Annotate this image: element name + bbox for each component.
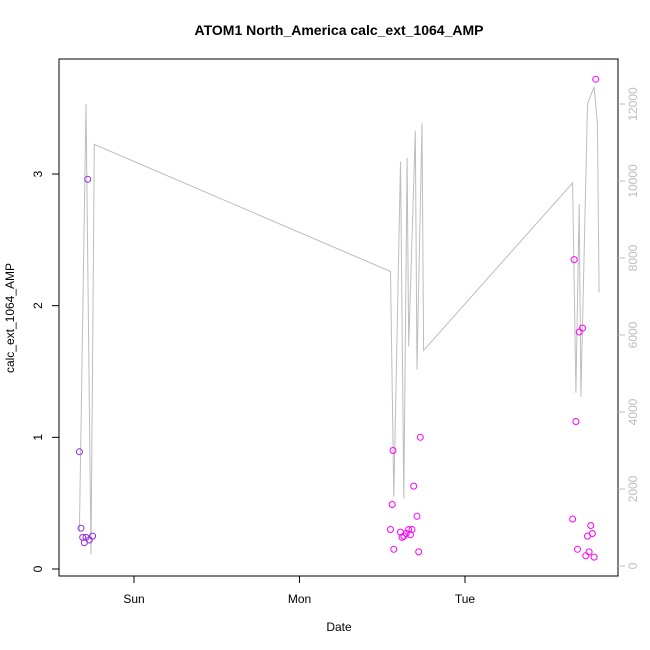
y-tick-label: 1 — [31, 434, 45, 441]
y-axis-left: 0 1 2 3 — [31, 170, 59, 572]
x-axis: Sun Mon Tue — [123, 576, 475, 606]
y-right-tick-label: 8000 — [626, 244, 640, 271]
scatter-point — [569, 515, 577, 523]
y-right-tick-label: 12000 — [626, 87, 640, 121]
y-tick-label: 3 — [31, 170, 45, 177]
y-tick-label: 2 — [31, 302, 45, 309]
scatter-point — [75, 448, 83, 456]
y-right-tick-label: 0 — [626, 562, 640, 569]
scatter-point — [572, 418, 580, 425]
y-right-tick-label: 4000 — [626, 398, 640, 425]
scatter-point — [590, 553, 598, 561]
scatter-point — [579, 324, 586, 332]
scatter-point — [387, 526, 394, 533]
line-series-layer — [78, 86, 600, 555]
y-tick-label: 0 — [31, 565, 45, 572]
scatter-point — [84, 175, 92, 183]
x-axis-label: Date — [326, 620, 352, 634]
scatter-point — [389, 447, 397, 454]
x-tick-label: Sun — [123, 592, 144, 606]
scatter-point — [388, 501, 396, 508]
plot-frame — [58, 58, 619, 577]
scatter-point — [390, 545, 398, 553]
scatter-point — [588, 530, 596, 537]
x-tick-label: Mon — [288, 592, 311, 606]
scatter-point — [585, 548, 593, 556]
y-right-tick-label: 6000 — [626, 321, 640, 348]
scatter-point — [587, 522, 595, 529]
scatter-point — [415, 548, 423, 556]
scatter-point — [89, 532, 97, 540]
scatter-point — [398, 533, 406, 541]
scatter-point — [408, 526, 416, 533]
scatter-point — [416, 433, 424, 441]
line-series — [78, 86, 600, 555]
scatter-point — [570, 256, 578, 264]
scatter-point — [77, 524, 85, 532]
y-axis-label: calc_ext_1064_AMP — [3, 263, 17, 373]
scatter-point — [410, 482, 418, 490]
chart-title: ATOM1 North_America calc_ext_1064_AMP — [195, 22, 484, 38]
y-right-tick-label: 2000 — [626, 475, 640, 502]
scatter-point — [582, 552, 590, 560]
x-tick-label: Tue — [455, 592, 476, 606]
scatter-point — [592, 75, 600, 83]
scatter-points-layer — [75, 75, 600, 561]
y-right-tick-label: 10000 — [626, 164, 640, 198]
scatter-point — [574, 545, 581, 553]
y-axis-right: 0 2000 4000 6000 8000 10000 12000 — [618, 87, 640, 569]
scatter-point — [413, 512, 421, 520]
